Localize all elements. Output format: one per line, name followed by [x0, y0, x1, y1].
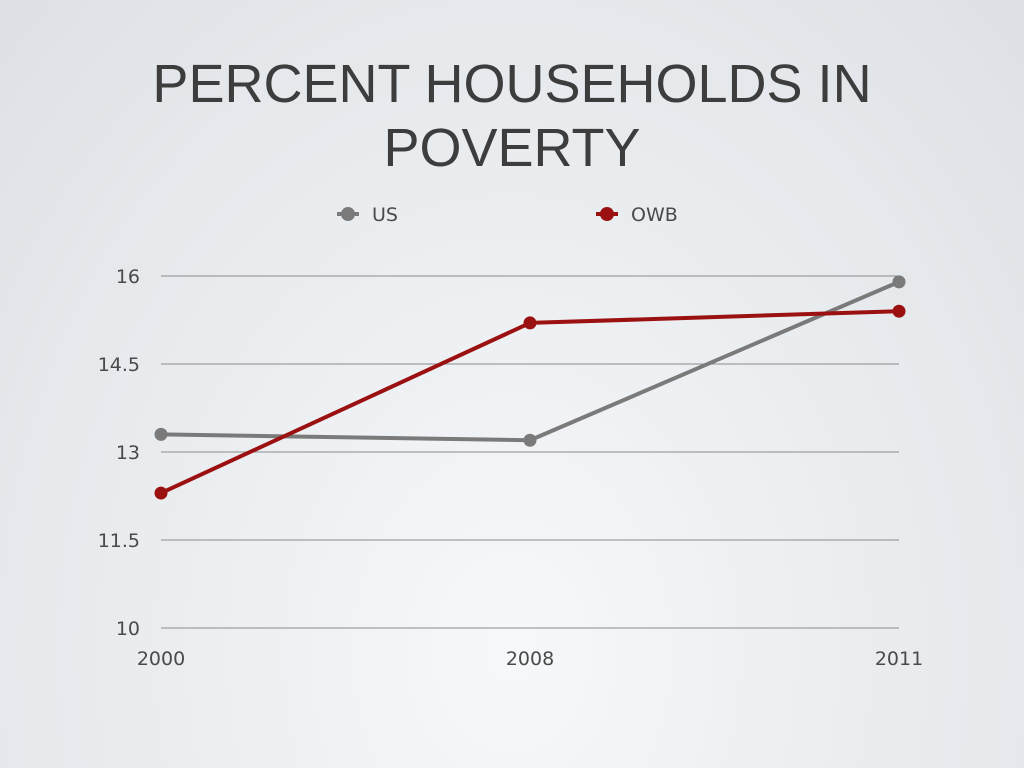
- y-tick-label-3: 11.5: [98, 530, 140, 552]
- page-title: PERCENT HOUSEHOLDS IN POVERTY: [0, 52, 1024, 180]
- data-point-us-1: [523, 433, 537, 447]
- legend-marker-owb: [600, 207, 614, 221]
- data-point-owb-0: [154, 486, 168, 500]
- x-tick-label-2: 2011: [875, 648, 923, 670]
- title-line-1: PERCENT HOUSEHOLDS IN: [152, 54, 872, 114]
- legend-label-owb: OWB: [631, 204, 678, 226]
- x-tick-label-1: 2008: [506, 648, 554, 670]
- series-line-owb: [160, 309, 900, 495]
- data-point-owb-2: [892, 304, 906, 318]
- series-line-us: [160, 280, 900, 443]
- x-tick-label-0: 2000: [137, 648, 185, 670]
- data-point-us-0: [154, 427, 168, 441]
- y-tick-label-2: 13: [116, 442, 140, 464]
- legend-label-us: US: [372, 204, 398, 226]
- y-tick-label-1: 14.5: [98, 354, 140, 376]
- data-point-us-2: [892, 275, 906, 289]
- title-line-2: POVERTY: [383, 118, 641, 178]
- legend-marker-us: [341, 207, 355, 221]
- y-tick-label-0: 16: [116, 266, 140, 288]
- y-tick-label-4: 10: [116, 618, 140, 640]
- data-point-owb-1: [523, 316, 537, 330]
